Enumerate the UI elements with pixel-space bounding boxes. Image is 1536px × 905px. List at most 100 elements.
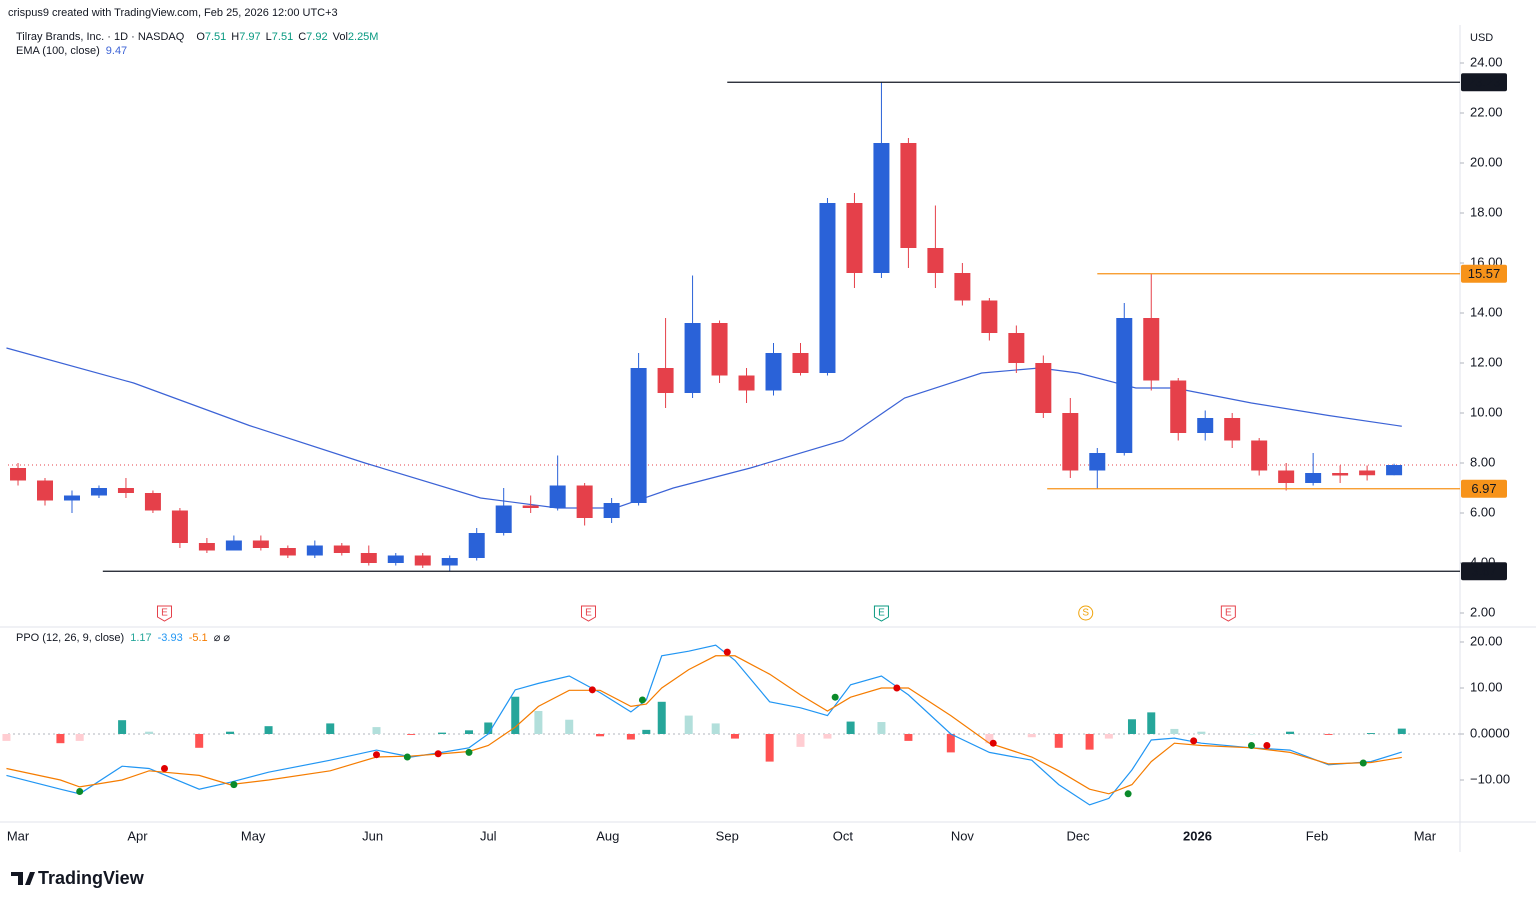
candle-body xyxy=(1386,465,1403,476)
histogram-bar xyxy=(438,732,447,734)
volume-label: Vol xyxy=(333,31,348,43)
histogram-bar xyxy=(1054,733,1063,748)
price-badge xyxy=(1461,264,1507,283)
candle-body xyxy=(198,543,215,551)
candle-body xyxy=(1170,380,1187,433)
y-tick-label: 20.00 xyxy=(1470,633,1503,648)
y-tick-label: −10.00 xyxy=(1470,771,1510,786)
candle-body xyxy=(954,273,971,301)
crossover-dot xyxy=(638,696,646,704)
candle-body xyxy=(414,555,431,566)
histogram-bar xyxy=(657,701,666,734)
candle-body xyxy=(1089,453,1106,471)
ohlc-value: 7.97 xyxy=(239,31,260,43)
y-tick-label: 10.00 xyxy=(1470,404,1503,419)
candle-body xyxy=(63,495,80,501)
candle-body xyxy=(1224,418,1241,441)
candle-body xyxy=(927,248,944,273)
histogram-bar xyxy=(684,715,693,734)
ppo-line xyxy=(6,655,1402,795)
histogram-bar xyxy=(1027,733,1036,738)
histogram-bar xyxy=(1127,719,1136,734)
y-tick-label: 24.00 xyxy=(1470,54,1503,69)
histogram-bar xyxy=(56,733,65,744)
histogram-bar xyxy=(765,733,774,762)
ppo-line xyxy=(6,644,1402,806)
volume-value: 2.25M xyxy=(348,31,379,43)
y-tick-label: 2.00 xyxy=(1470,604,1495,619)
price-badge-label: 15.57 xyxy=(1468,266,1501,281)
ohlc-value: 7.92 xyxy=(306,31,327,43)
candle-body xyxy=(711,323,728,376)
price-badge xyxy=(1461,562,1507,581)
candle-body xyxy=(1197,418,1214,433)
attribution: crispus9 created with TradingView.com, F… xyxy=(8,7,338,19)
histogram-bar xyxy=(407,733,416,735)
event-label: S xyxy=(1082,608,1089,619)
histogram-bar xyxy=(904,733,913,741)
y-tick-label: 12.00 xyxy=(1470,354,1503,369)
histogram-bar xyxy=(823,733,832,739)
candle-body xyxy=(1359,470,1376,476)
candle-body xyxy=(981,300,998,333)
histogram-bar xyxy=(596,733,605,737)
candle-body xyxy=(441,558,458,566)
event-label: E xyxy=(161,608,168,619)
histogram-bar xyxy=(226,731,235,734)
price-badge xyxy=(1461,479,1507,498)
price-badge xyxy=(1461,73,1507,92)
price-badge-label: 6.97 xyxy=(1471,481,1496,496)
histogram-bar xyxy=(1147,712,1156,734)
ohlc-label: L xyxy=(266,31,272,43)
histogram-bar xyxy=(484,722,493,734)
x-tick-label: Sep xyxy=(716,828,739,843)
histogram-bar xyxy=(372,727,381,734)
y-tick-label: 10.00 xyxy=(1470,679,1503,694)
candle-body xyxy=(576,485,593,518)
histogram-bar xyxy=(796,733,805,747)
histogram-bar xyxy=(626,733,635,740)
histogram-bar xyxy=(877,722,886,734)
crossover-dot xyxy=(831,693,839,701)
histogram-bar xyxy=(1170,728,1179,734)
histogram-bar xyxy=(465,730,474,734)
histogram-bar xyxy=(511,696,520,734)
symbol-legend: Tilray Brands, Inc. · 1D · NASDAQ O7.51 H7… xyxy=(16,31,378,43)
event-icon xyxy=(873,605,889,622)
crossover-dot xyxy=(403,753,411,761)
candle-body xyxy=(144,493,161,511)
event-marker: E xyxy=(873,605,889,622)
candle-body xyxy=(1332,473,1349,476)
x-tick-label: Apr xyxy=(127,828,148,843)
ohlc-label: O xyxy=(196,31,205,43)
crossover-dot xyxy=(893,684,901,692)
candle-body xyxy=(1305,473,1322,483)
y-tick-label: 20.00 xyxy=(1470,154,1503,169)
event-label: E xyxy=(585,608,592,619)
x-tick-label: Oct xyxy=(833,828,854,843)
ohlc-value: 7.51 xyxy=(205,31,226,43)
histogram-bar xyxy=(1247,733,1256,735)
candle-body xyxy=(333,545,350,553)
histogram-bar xyxy=(1286,731,1295,734)
candle-body xyxy=(630,368,647,503)
ppo-legend: PPO (12, 26, 9, close) 1.17 -3.93 -5.1 ⌀ ⌀ xyxy=(16,632,230,644)
candle-body xyxy=(252,540,269,548)
histogram-bar xyxy=(1085,733,1094,750)
histogram-bar xyxy=(946,733,955,753)
histogram-bar xyxy=(565,719,574,734)
crossover-dot xyxy=(1263,741,1271,749)
histogram-bar xyxy=(642,729,651,734)
candle-body xyxy=(387,555,404,563)
histogram-bar xyxy=(145,731,154,734)
crossover-dot xyxy=(1190,737,1198,745)
ppo-extra: ⌀ ⌀ xyxy=(214,632,231,644)
x-tick-label: Mar xyxy=(7,828,30,843)
crossover-dot xyxy=(230,781,238,789)
histogram-bar xyxy=(985,733,994,744)
histogram-bar xyxy=(534,710,543,734)
candle-body xyxy=(522,505,539,508)
candle-body xyxy=(738,375,755,391)
